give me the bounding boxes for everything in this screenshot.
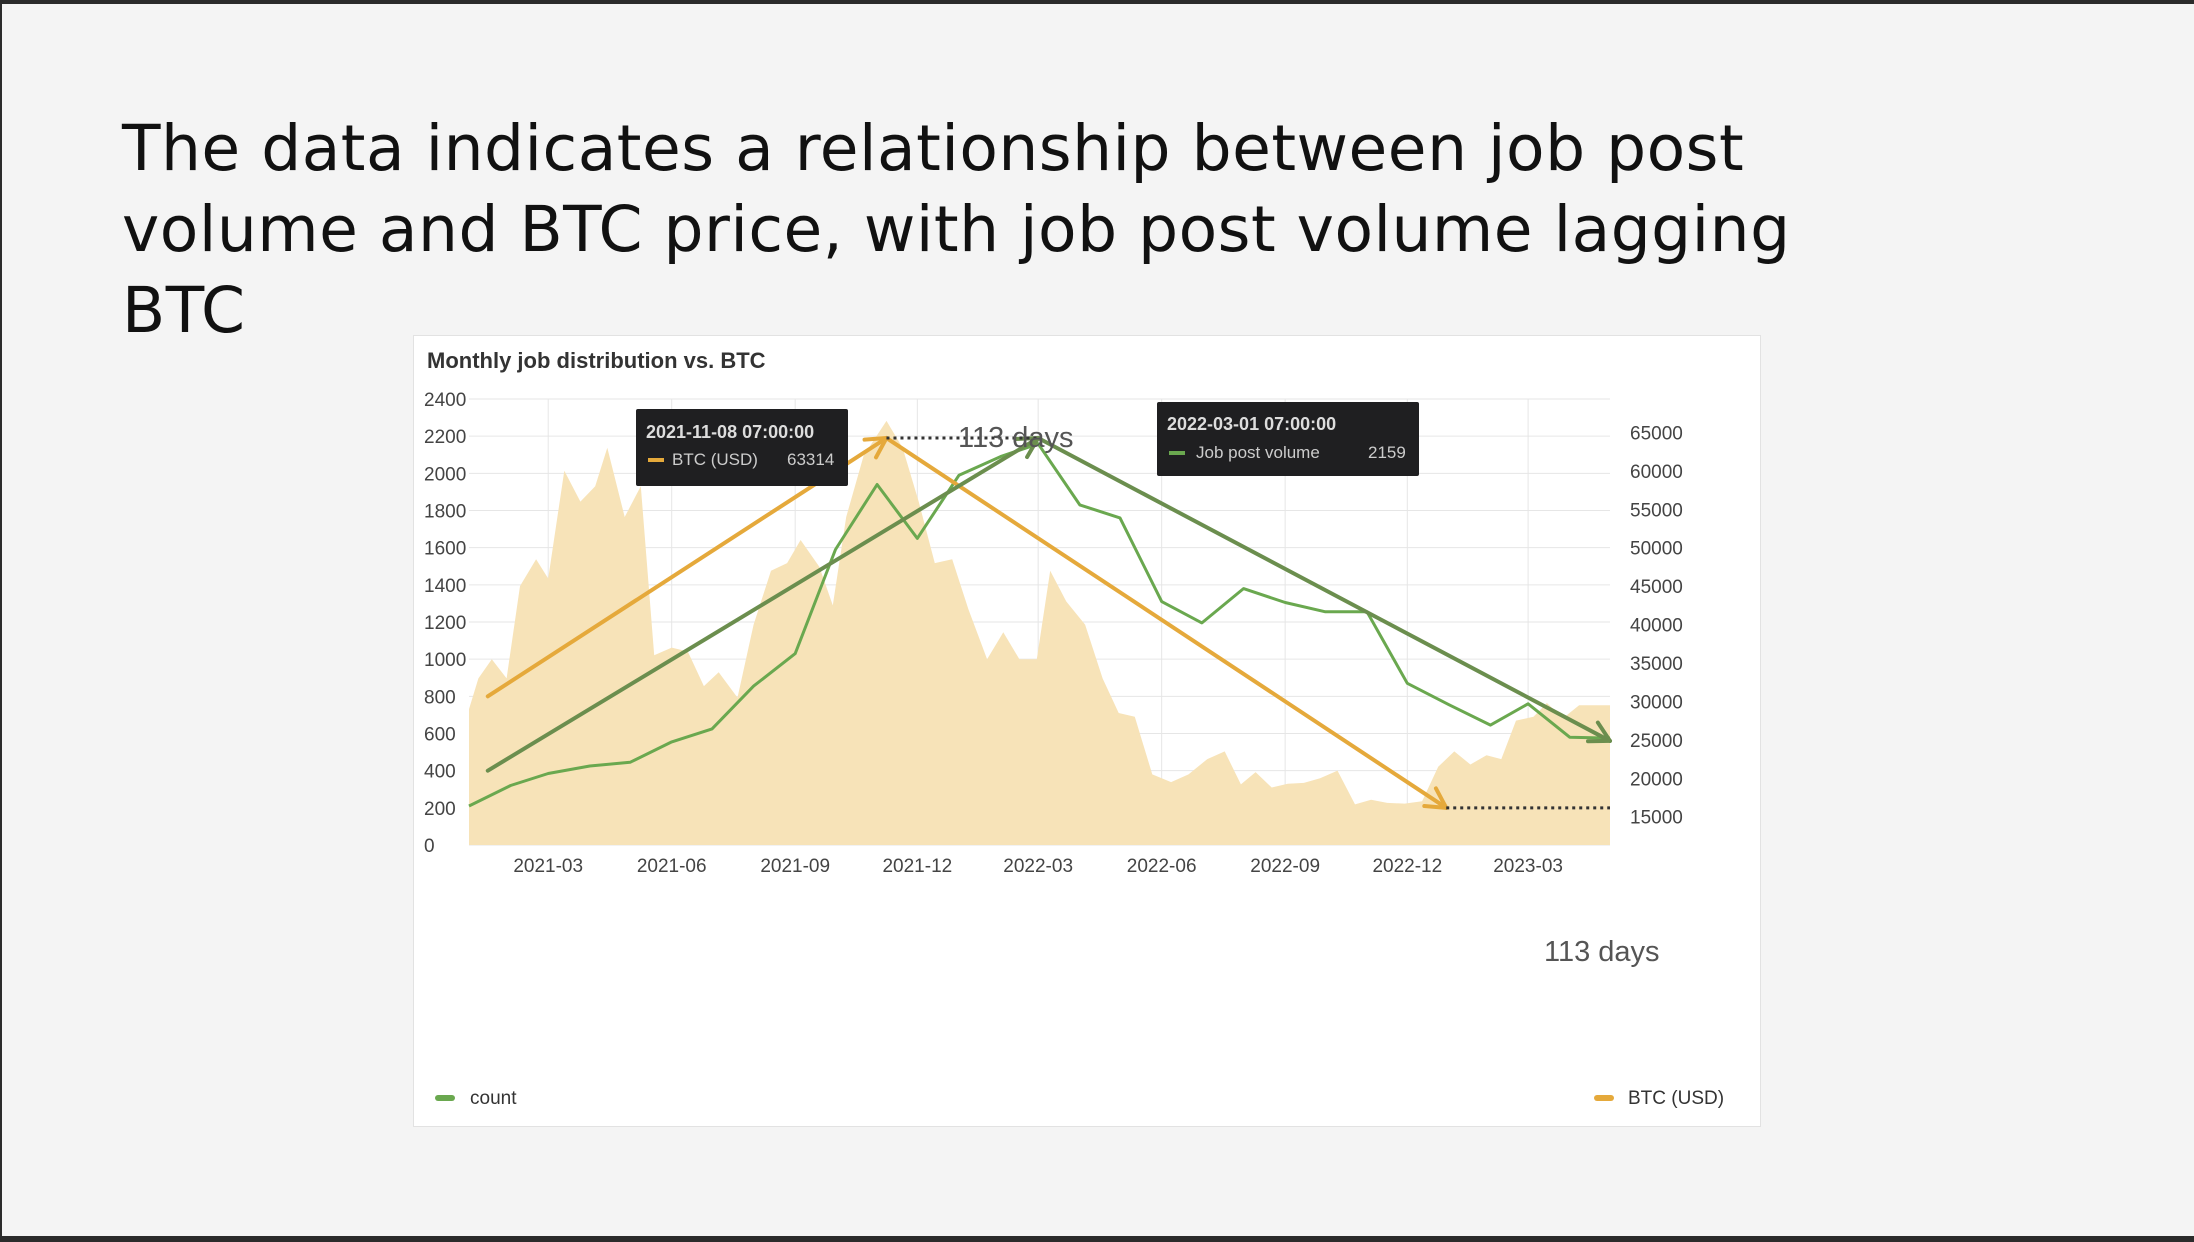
count-trend-down-line <box>1036 436 1612 743</box>
panel-title: Monthly job distribution vs. BTC <box>427 348 766 373</box>
legend-count-swatch <box>435 1095 455 1101</box>
btc-tooltip-value: 63314 <box>787 450 834 469</box>
y-left-tick-label: 400 <box>424 762 456 783</box>
jobs-tooltip-swatch <box>1169 451 1185 455</box>
btc-tooltip-swatch <box>648 458 664 462</box>
y-left-tick-label: 1200 <box>424 613 466 634</box>
y-left-tick-label: 1400 <box>424 576 466 597</box>
chart-svg: 0 200 400 600 800 1000 1200 1400 1600 1800 2000 220… <box>424 390 1724 1109</box>
jobs-tooltip-label: Job post volume <box>1196 443 1320 462</box>
x-tick-label: 2021-03 <box>513 856 583 877</box>
chart-panel: Monthly job distribution vs. BTC 0 200 400… <box>413 335 1761 1127</box>
tick-labels-layer: 0 200 400 600 800 1000 1200 1400 1600 1800 2000 220… <box>424 390 1683 877</box>
jobs-tooltip-time: 2022-03-01 07:00:00 <box>1167 414 1336 434</box>
x-tick-label: 2021-06 <box>637 856 707 877</box>
x-tick-label: 2022-12 <box>1372 856 1442 877</box>
x-tick-label: 2022-03 <box>1003 856 1073 877</box>
trend-arrows-layer <box>485 436 1612 810</box>
x-tick-label: 2021-12 <box>882 856 952 877</box>
legend-btc-label[interactable]: BTC (USD) <box>1628 1088 1724 1109</box>
y-left-tick-label: 2200 <box>424 427 466 448</box>
count-trend-down-head <box>1586 720 1612 744</box>
y-left-tick-label: 1600 <box>424 539 466 560</box>
btc-tooltip-label: BTC (USD) <box>672 450 758 469</box>
y-right-tick-label: 55000 <box>1630 500 1683 521</box>
y-left-tick-label: 2400 <box>424 390 466 411</box>
y-left-tick-label: 600 <box>424 725 456 746</box>
y-left-tick-label: 0 <box>424 836 435 857</box>
y-right-tick-label: 40000 <box>1630 616 1683 637</box>
x-tick-label: 2022-09 <box>1250 856 1320 877</box>
btc-tooltip: 2021-11-08 07:00:00 BTC (USD) 63314 <box>636 409 848 486</box>
jobs-tooltip: 2022-03-01 07:00:00 Job post volume 2159 <box>1157 402 1419 476</box>
lag-top-label: 113 days <box>958 422 1074 454</box>
lag-bottom-label: 113 days <box>1544 936 1660 968</box>
y-right-tick-label: 60000 <box>1630 462 1683 483</box>
btc-area <box>469 420 1610 845</box>
btc-area-layer <box>469 420 1610 845</box>
count-trend-up-line <box>485 436 1041 773</box>
slide-title: The data indicates a relationship betwee… <box>122 112 1791 347</box>
x-tick-label: 2023-03 <box>1493 856 1563 877</box>
btc-trend-down-line <box>884 436 1449 810</box>
btc-tooltip-time: 2021-11-08 07:00:00 <box>646 422 814 442</box>
y-left-tick-label: 200 <box>424 799 456 820</box>
y-right-tick-label: 35000 <box>1630 654 1683 675</box>
legend-btc-swatch <box>1594 1095 1614 1101</box>
x-tick-label: 2022-06 <box>1127 856 1197 877</box>
y-left-tick-label: 1800 <box>424 502 466 523</box>
y-left-tick-label: 800 <box>424 687 456 708</box>
y-right-tick-label: 15000 <box>1630 808 1683 829</box>
y-right-tick-label: 25000 <box>1630 731 1683 752</box>
jobs-tooltip-value: 2159 <box>1368 443 1406 462</box>
y-right-tick-label: 30000 <box>1630 692 1683 713</box>
y-right-tick-label: 45000 <box>1630 577 1683 598</box>
y-right-tick-label: 65000 <box>1630 423 1683 444</box>
y-right-tick-label: 50000 <box>1630 539 1683 560</box>
y-right-tick-label: 20000 <box>1630 769 1683 790</box>
y-left-tick-label: 1000 <box>424 650 466 671</box>
x-tick-label: 2021-09 <box>760 856 830 877</box>
legend-count-label[interactable]: count <box>470 1088 517 1109</box>
y-left-tick-label: 2000 <box>424 464 466 485</box>
